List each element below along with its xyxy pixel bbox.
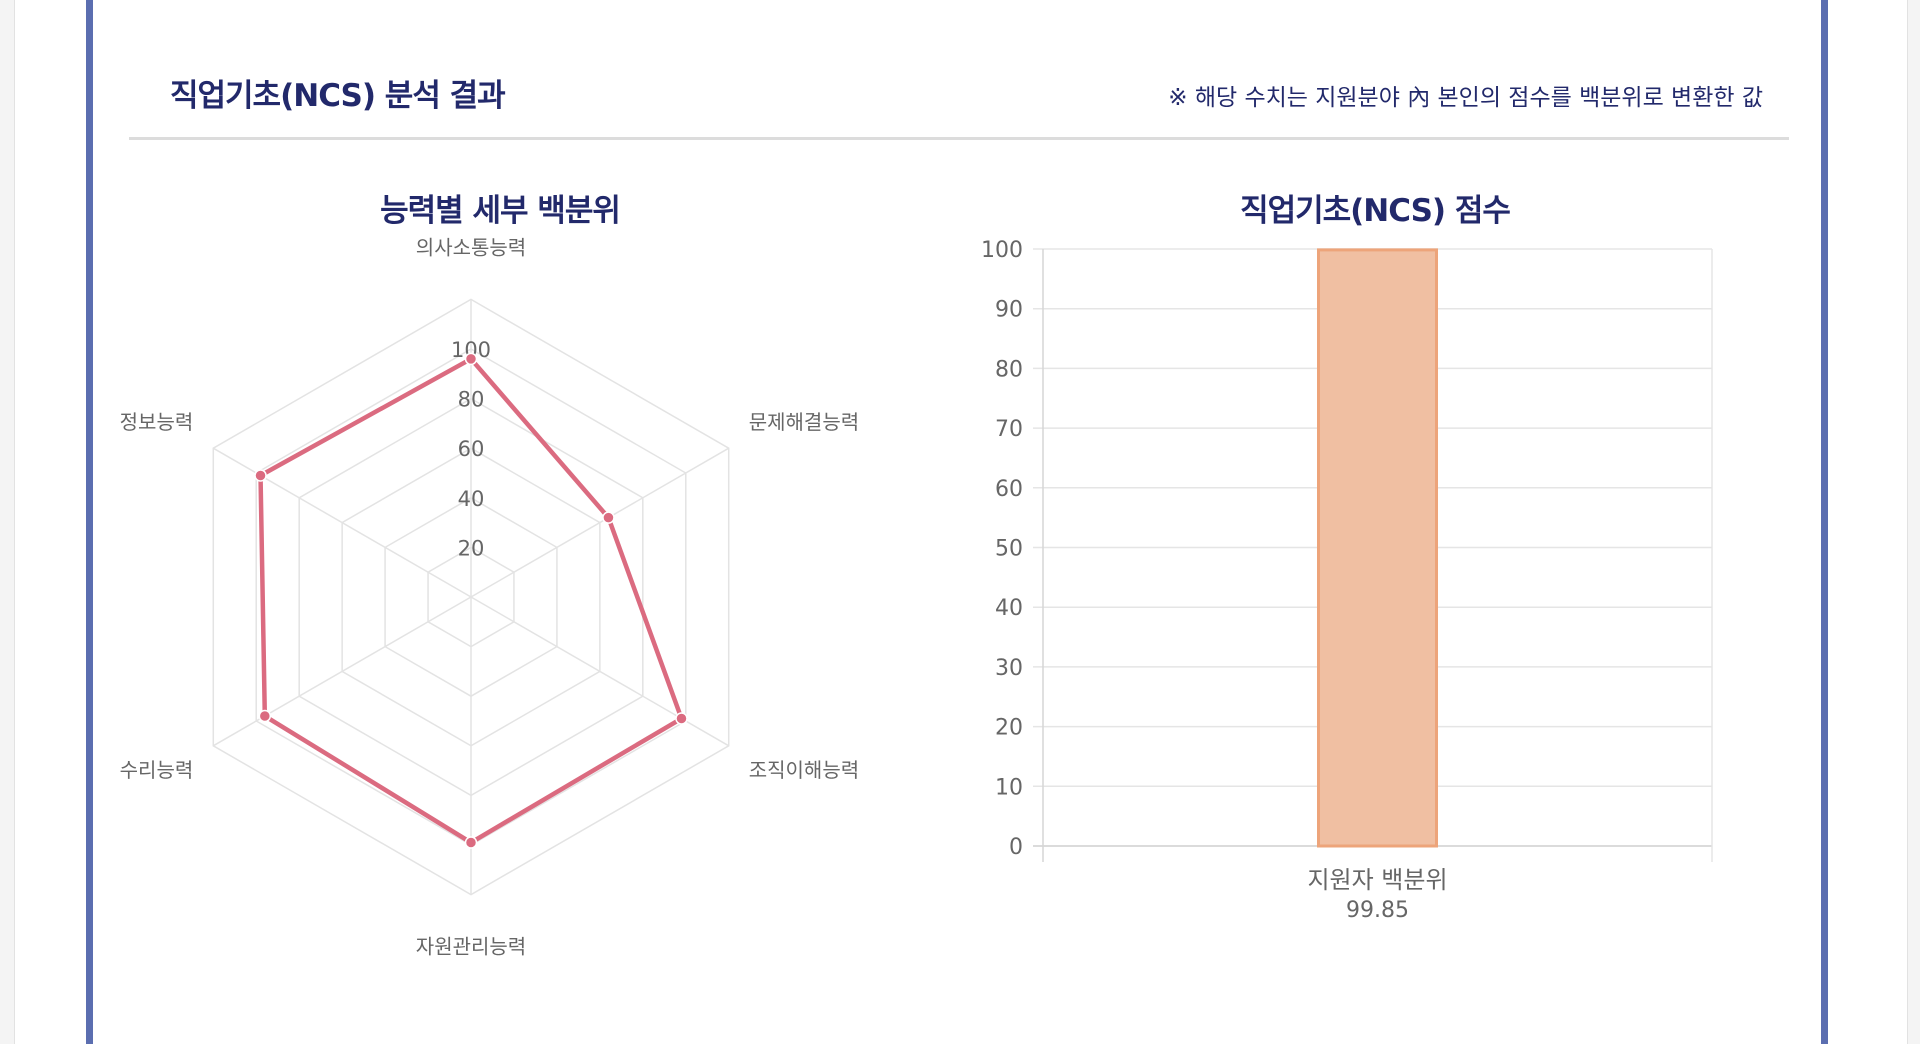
bar-y-tick-label: 10 — [995, 775, 1023, 800]
radar-category-label: 정보능력 — [120, 410, 194, 434]
section-note: ※ 해당 수치는 지원분야 內 본인의 점수를 백분위로 변환한 값 — [1168, 85, 1763, 111]
radar-tick-label: 20 — [458, 536, 485, 560]
radar-tick-label: 80 — [458, 388, 485, 412]
bar-y-tick-label: 90 — [995, 298, 1023, 323]
bar-y-tick-label: 20 — [995, 716, 1023, 741]
radar-tick-label: 60 — [458, 437, 485, 461]
radar-category-label: 의사소통능력 — [416, 235, 526, 259]
radar-spoke — [212, 596, 472, 747]
bar-chart-title: 직업기초(NCS) 점수 — [1240, 193, 1511, 229]
bar-y-tick-label: 60 — [995, 477, 1023, 502]
radar-tick-label: 40 — [458, 487, 485, 511]
radar-category-label: 문제해결능력 — [749, 410, 859, 434]
bar-y-tick-label: 100 — [981, 238, 1023, 263]
bar-y-tick-label: 70 — [995, 417, 1023, 442]
radar-spoke — [470, 447, 730, 598]
radar-chart-title: 능력별 세부 백분위 — [380, 193, 621, 229]
radar-data-point — [464, 836, 478, 849]
bar-rect — [1317, 248, 1438, 848]
radar-category-label: 조직이해능력 — [749, 758, 859, 782]
section-title: 직업기초(NCS) 분석 결과 — [170, 78, 506, 114]
bar-y-tick-label: 50 — [995, 537, 1023, 562]
bar-category-label: 지원자 백분위 — [1307, 866, 1447, 894]
radar-data-point — [602, 511, 615, 524]
bar-y-tick-label: 0 — [1009, 835, 1023, 860]
radar-category-label: 수리능력 — [120, 758, 194, 782]
radar-data-point — [464, 352, 478, 366]
result-panel — [86, 0, 1828, 1044]
radar-data-point — [254, 469, 267, 482]
radar-data-point — [675, 712, 688, 725]
bar-y-tick-label: 40 — [995, 596, 1023, 621]
bar-value-label: 99.85 — [1346, 898, 1409, 923]
bar-y-tick-label: 80 — [995, 357, 1023, 382]
section-divider — [129, 137, 1789, 140]
radar-category-label: 자원관리능력 — [416, 935, 526, 959]
bar-y-tick-label: 30 — [995, 656, 1023, 681]
radar-data-point — [258, 709, 272, 723]
